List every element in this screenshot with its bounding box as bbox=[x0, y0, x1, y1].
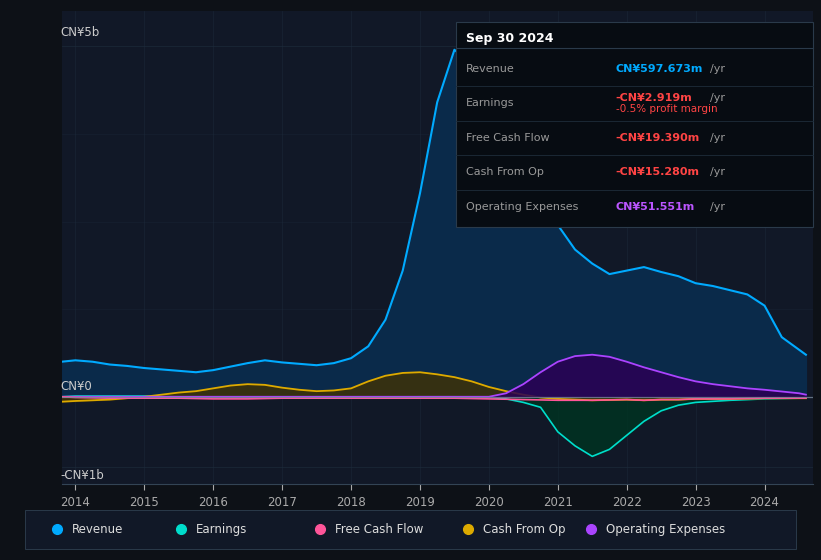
Text: CN¥5b: CN¥5b bbox=[60, 26, 99, 39]
Text: Revenue: Revenue bbox=[466, 64, 514, 74]
Text: Sep 30 2024: Sep 30 2024 bbox=[466, 31, 553, 45]
Text: /yr: /yr bbox=[710, 133, 725, 143]
Text: -CN¥2.919m: -CN¥2.919m bbox=[616, 92, 692, 102]
Text: CN¥597.673m: CN¥597.673m bbox=[616, 64, 703, 74]
Text: -CN¥15.280m: -CN¥15.280m bbox=[616, 167, 699, 178]
Text: Operating Expenses: Operating Expenses bbox=[606, 522, 725, 536]
Text: -CN¥1b: -CN¥1b bbox=[60, 469, 103, 482]
Text: Free Cash Flow: Free Cash Flow bbox=[466, 133, 549, 143]
Text: Earnings: Earnings bbox=[195, 522, 247, 536]
Text: /yr: /yr bbox=[710, 202, 725, 212]
Text: Free Cash Flow: Free Cash Flow bbox=[335, 522, 424, 536]
Text: -CN¥19.390m: -CN¥19.390m bbox=[616, 133, 700, 143]
Text: Revenue: Revenue bbox=[72, 522, 124, 536]
Text: Earnings: Earnings bbox=[466, 98, 514, 108]
Text: /yr: /yr bbox=[710, 92, 725, 102]
Text: Operating Expenses: Operating Expenses bbox=[466, 202, 578, 212]
Text: Cash From Op: Cash From Op bbox=[483, 522, 565, 536]
Text: -0.5% profit margin: -0.5% profit margin bbox=[616, 104, 718, 114]
Text: CN¥0: CN¥0 bbox=[60, 380, 92, 393]
Text: /yr: /yr bbox=[710, 64, 725, 74]
Text: /yr: /yr bbox=[710, 167, 725, 178]
Text: CN¥51.551m: CN¥51.551m bbox=[616, 202, 695, 212]
Text: Cash From Op: Cash From Op bbox=[466, 167, 544, 178]
